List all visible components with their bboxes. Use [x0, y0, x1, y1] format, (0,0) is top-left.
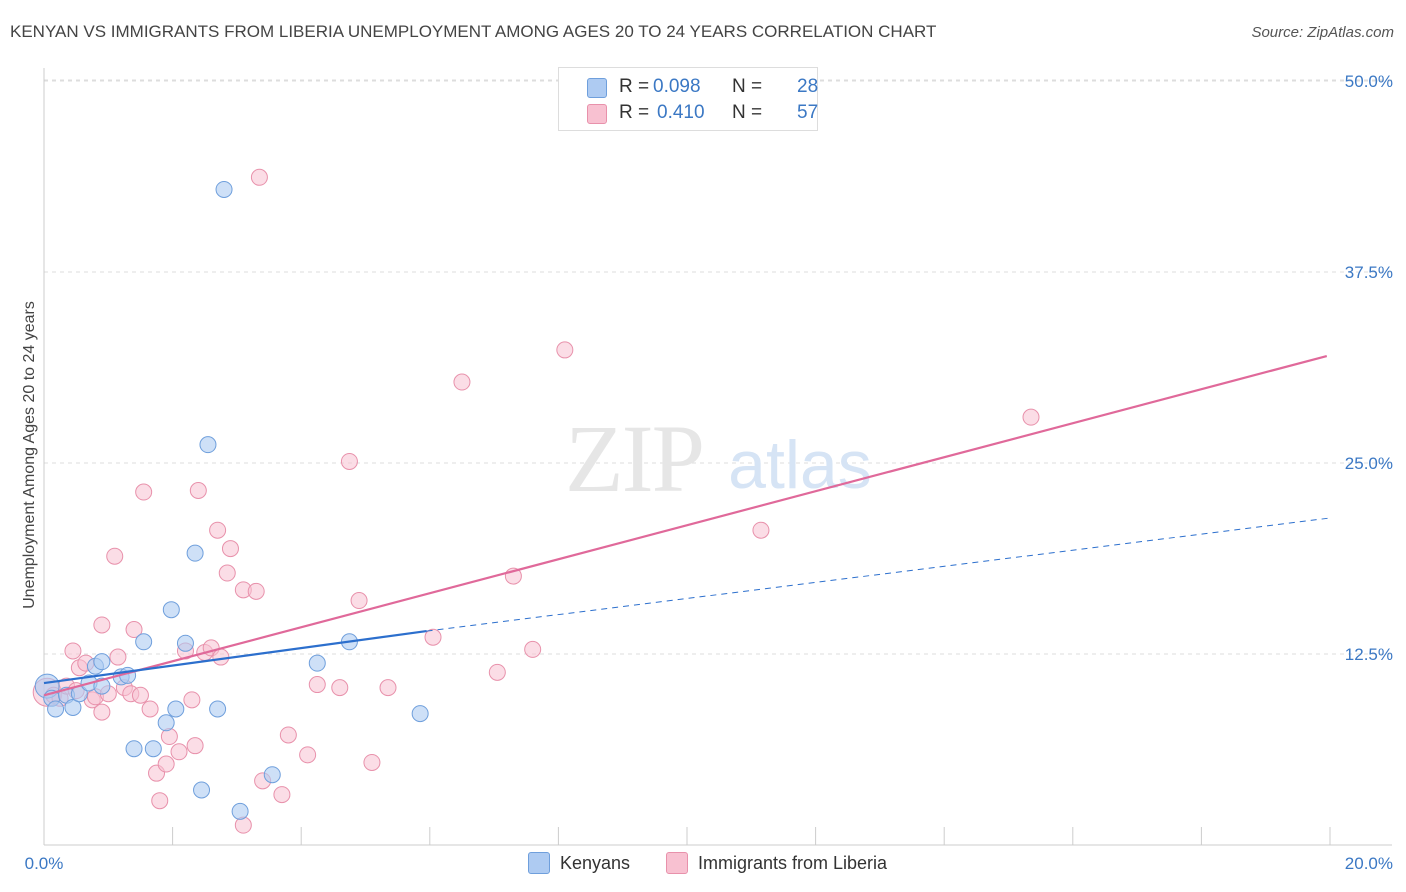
liberia-point-10 [93, 703, 111, 721]
bottom-legend-label-liberia: Immigrants from Liberia [698, 853, 888, 873]
liberia-point-23 [157, 755, 175, 773]
liberia-point-50 [424, 628, 442, 646]
liberia-point-45 [331, 679, 349, 697]
legend-n-label: N = [732, 102, 763, 123]
legend-r-label: R = [619, 102, 650, 123]
liberia-point-48 [363, 753, 381, 771]
x-tick-label-0: 0.0% [25, 854, 64, 873]
liberia-point-52 [488, 663, 506, 681]
axes [43, 68, 1392, 846]
y-tick-label-0: 12.5% [1345, 645, 1393, 664]
kenyans-point-14 [144, 740, 162, 758]
legend-r-label: R = [619, 76, 650, 97]
kenyans-point-9 [93, 653, 111, 671]
liberia-point-39 [250, 168, 268, 186]
chart-title: KENYAN VS IMMIGRANTS FROM LIBERIA UNEMPL… [10, 22, 937, 41]
liberia-point-22 [151, 792, 169, 810]
kenyans-point-18 [176, 634, 194, 652]
liberia-trend-line [43, 354, 1328, 697]
liberia-point-17 [125, 621, 143, 639]
legend-r-value-kenyans: 0.098 [653, 76, 701, 97]
legend-n-value-liberia: 57 [797, 102, 819, 123]
liberia-point-57 [1022, 408, 1040, 426]
liberia-point-12 [93, 616, 111, 634]
kenyans-point-12 [135, 633, 153, 651]
kenyans-trend-extension [426, 517, 1331, 632]
kenyans-point-24 [231, 802, 249, 820]
kenyans-point-21 [199, 436, 217, 454]
liberia-point-42 [279, 726, 297, 744]
legend-swatch-kenyans [587, 78, 607, 98]
liberia-point-28 [186, 737, 204, 755]
liberia-point-44 [308, 676, 326, 694]
liberia-point-49 [379, 679, 397, 697]
liberia-point-41 [273, 786, 291, 804]
liberia-points [32, 168, 1040, 834]
liberia-point-51 [453, 373, 471, 391]
liberia-point-29 [189, 482, 207, 500]
legend-swatch-liberia [587, 104, 607, 124]
y-tick-label-3: 50.0% [1345, 72, 1393, 91]
kenyans-points [34, 180, 429, 820]
legend-n-label: N = [732, 76, 763, 97]
kenyans-trend-line [43, 629, 427, 685]
kenyans-point-16 [162, 601, 180, 619]
kenyans-point-19 [186, 544, 204, 562]
legend: R = 0.098 N = 28 R = 0.410 N = 57 [558, 67, 818, 131]
source-label: Source: ZipAtlas.com [1251, 24, 1394, 41]
liberia-point-54 [524, 640, 542, 658]
y-tick-label-1: 25.0% [1345, 454, 1393, 473]
trend-lines [43, 354, 1331, 697]
liberia-point-55 [556, 341, 574, 359]
axis-ticks [43, 827, 1331, 845]
kenyans-point-2 [47, 700, 65, 718]
liberia-point-4 [64, 642, 82, 660]
kenyans-point-20 [193, 781, 211, 799]
liberia-point-37 [247, 582, 265, 600]
kenyans-point-23 [215, 180, 233, 198]
watermark-zip: ZIP [565, 405, 703, 512]
legend-n-value-kenyans: 28 [797, 76, 819, 97]
liberia-point-43 [299, 746, 317, 764]
liberia-point-20 [141, 700, 159, 718]
kenyans-point-22 [209, 700, 227, 718]
tick-labels: 12.5% 25.0% 37.5% 50.0% 0.0% 20.0% [25, 72, 1393, 873]
x-tick-label-1: 20.0% [1345, 854, 1393, 873]
liberia-point-18 [131, 686, 149, 704]
kenyans-point-13 [125, 740, 143, 758]
liberia-point-27 [183, 691, 201, 709]
legend-r-value-liberia: 0.410 [657, 102, 705, 123]
liberia-point-32 [209, 521, 227, 539]
liberia-point-56 [752, 521, 770, 539]
bottom-legend-label-kenyans: Kenyans [560, 853, 631, 873]
kenyans-point-4 [64, 698, 82, 716]
liberia-point-35 [221, 540, 239, 558]
kenyans-point-25 [263, 766, 281, 784]
bottom-legend-swatch-kenyans [528, 852, 550, 874]
liberia-point-33 [212, 648, 230, 666]
kenyans-point-26 [308, 654, 326, 672]
kenyans-point-17 [167, 700, 185, 718]
liberia-point-46 [340, 452, 358, 470]
kenyans-point-15 [157, 714, 175, 732]
liberia-point-13 [106, 547, 124, 565]
liberia-point-19 [135, 483, 153, 501]
liberia-point-34 [218, 564, 236, 582]
watermark-atlas: atlas [728, 427, 872, 503]
liberia-point-25 [170, 743, 188, 761]
liberia-point-47 [350, 592, 368, 610]
liberia-point-14 [109, 648, 127, 666]
bottom-legend-swatch-liberia [666, 852, 688, 874]
y-tick-label-2: 37.5% [1345, 263, 1393, 282]
grid-lines [44, 79, 1392, 655]
kenyans-point-28 [411, 705, 429, 723]
